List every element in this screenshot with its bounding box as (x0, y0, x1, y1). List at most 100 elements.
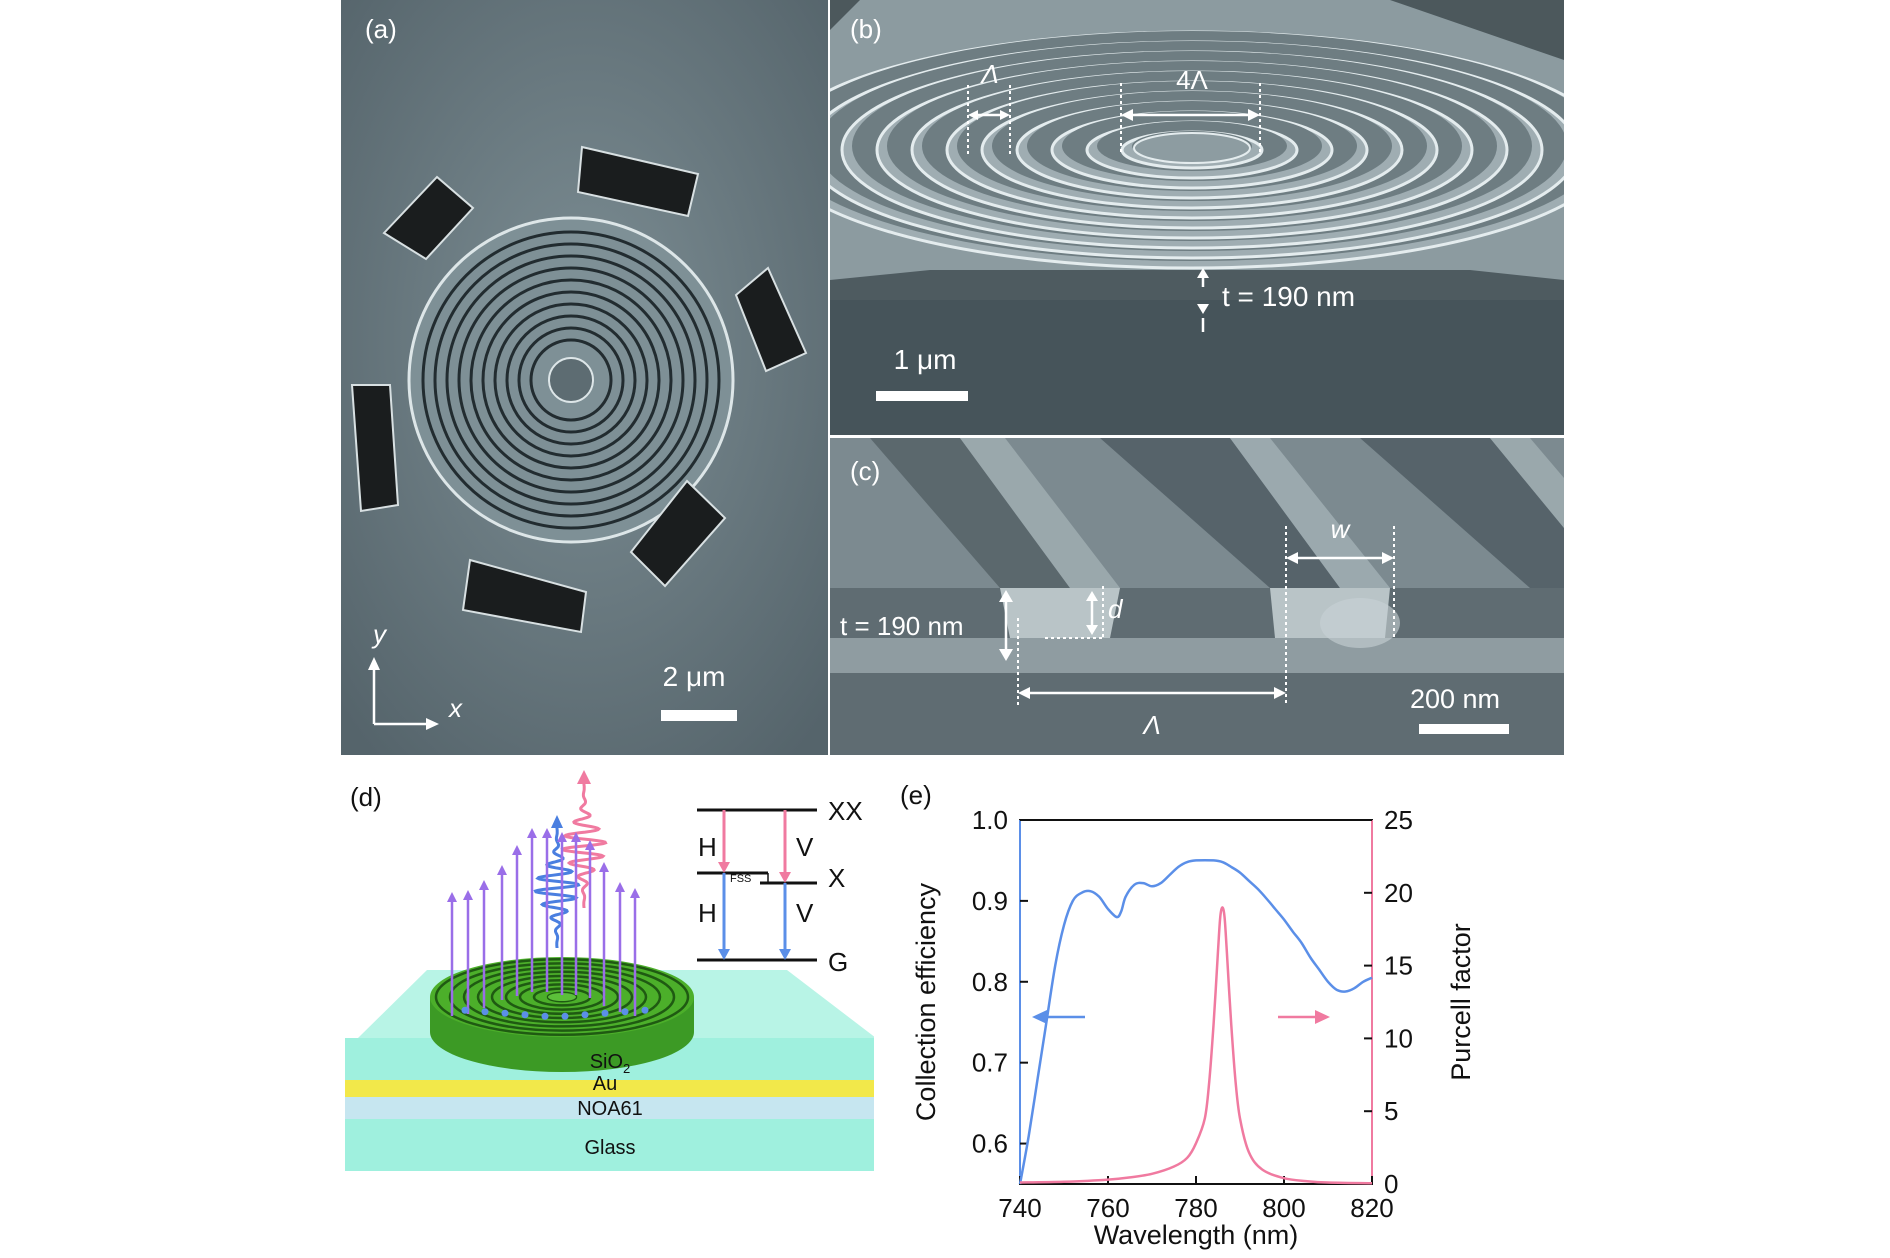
axis-x-label: x (447, 693, 463, 723)
layer-glass: Glass (584, 1137, 635, 1159)
scale-bar-label-b: 1 μm (894, 344, 957, 375)
dimension-arrows-c (999, 552, 1394, 699)
energy-level-diagram (697, 808, 817, 962)
y2-tick-label: 15 (1384, 951, 1413, 981)
dipole-dot (561, 1012, 569, 1020)
ring-groove (517, 326, 625, 434)
dimension-arrows (968, 109, 1260, 332)
pink-arrow-icon (577, 770, 591, 784)
ring-groove (481, 290, 661, 470)
emission-arrows (447, 828, 649, 1020)
fss-label: FSS (730, 873, 751, 885)
y-axis-label: Collection efficiency (911, 882, 941, 1121)
dipole-arrowhead (512, 845, 522, 855)
panel-b-image: (b) Λ 4Λ t = 190 nm 1 μm (830, 0, 1564, 435)
x-tick-label: 820 (1350, 1193, 1393, 1223)
panel-c-label: (c) (850, 456, 880, 486)
trench-stripes (870, 438, 1564, 588)
y-tick-label: 0.7 (972, 1048, 1008, 1078)
bullseye-rings (407, 216, 735, 544)
dipole-dot (501, 1009, 509, 1017)
y2-tick-label: 0 (1384, 1169, 1398, 1199)
dipole-arrowhead (557, 832, 567, 842)
panel-a-image: (a) y x 2 μm (341, 0, 828, 755)
thickness-label: t = 190 nm (1222, 281, 1355, 312)
scale-bar-c (1419, 724, 1509, 734)
dipole-dot (601, 1009, 609, 1017)
x-tick-label: 780 (1174, 1193, 1217, 1223)
dipole-dot (581, 1011, 589, 1019)
dipole-arrowhead (599, 862, 609, 872)
dipole-arrowhead (571, 832, 581, 842)
transition-h2: H (698, 898, 717, 928)
dipole-arrowhead (615, 882, 625, 892)
panel-a-label: (a) (365, 14, 397, 44)
scale-bar-label: 2 μm (663, 661, 726, 692)
period-label: Λ (979, 59, 998, 89)
y-tick-label: 0.6 (972, 1129, 1008, 1159)
transition-h1: H (698, 832, 717, 862)
right-pointer-icon (1315, 1010, 1330, 1024)
panel-e: (e) 740 760 780 800 820 0.6 0.7 0.8 0.9 1.0 0 5 10 15… (890, 770, 1590, 1258)
dipole-arrowhead (585, 840, 595, 850)
dipole-arrowhead (497, 865, 507, 875)
left-pointer-icon (1032, 1010, 1047, 1024)
y2-tick-label: 10 (1384, 1023, 1413, 1053)
collection-efficiency-chart: (e) 740 760 780 800 820 0.6 0.7 0.8 0.9 1.0 0 5 10 15… (900, 780, 1476, 1250)
layer-sio2: SiO2 (590, 1051, 631, 1076)
axis-y-label: y (371, 619, 388, 649)
trench-segments (350, 145, 808, 634)
width-label: w (1331, 514, 1352, 544)
level-x: X (828, 863, 845, 893)
y2-tick-label: 5 (1384, 1096, 1398, 1126)
level-xx: XX (828, 796, 863, 826)
transition-v2: V (796, 898, 814, 928)
period-markers (967, 83, 1261, 155)
panel-c-image: (c) t = 190 nm d w Λ 200 nm (830, 438, 1564, 755)
dimension-guides (1017, 526, 1395, 706)
y-tick-label: 0.8 (972, 967, 1008, 997)
photon-wavepackets (533, 784, 608, 948)
y2-axis-label: Purcell factor (1446, 923, 1476, 1081)
ring-groove (445, 254, 697, 506)
tilted-rings (830, 30, 1564, 270)
x-tick-label: 740 (998, 1193, 1041, 1223)
dipole-dot (641, 1006, 649, 1014)
axes-indicator (368, 657, 439, 730)
dipole-dot (541, 1012, 549, 1020)
panel-d-image: (d) XX X G H V H V FS (340, 770, 880, 1180)
blue-arrow-icon (551, 815, 563, 828)
period-label-c: Λ (1141, 710, 1160, 740)
dipole-arrowhead (542, 828, 552, 838)
scale-bar-label-c: 200 nm (1410, 684, 1500, 714)
panel-e-label: (e) (900, 780, 932, 810)
layer-au: Au (593, 1073, 617, 1095)
y2-tick-label: 20 (1384, 878, 1413, 908)
ring-groove (529, 338, 613, 422)
ring-groove (457, 266, 685, 494)
dipole-arrowhead (527, 828, 537, 838)
x-axis-label: Wavelength (nm) (1094, 1220, 1299, 1250)
ring-groove (421, 230, 721, 530)
dipole-arrowhead (447, 892, 457, 902)
dipole-arrowhead (463, 890, 473, 900)
ring-groove (505, 314, 637, 446)
axis-pointer-arrows (1032, 1010, 1330, 1024)
dipole-arrowhead (479, 880, 489, 890)
y-tick-label: 0.9 (972, 886, 1008, 916)
scale-bar-b (876, 391, 968, 401)
transition-v1: V (796, 832, 814, 862)
level-g: G (828, 947, 848, 977)
layer-noa61: NOA61 (577, 1098, 643, 1120)
panel-d-label: (d) (350, 782, 382, 812)
panel-a: (a) y x 2 μm (341, 0, 828, 755)
panel-b: (b) Λ 4Λ t = 190 nm 1 μm (830, 0, 1564, 435)
panel-d: (d) XX X G H V H V FS (340, 770, 880, 1240)
green-bullseye (430, 957, 694, 1072)
plot-frame (1019, 819, 1373, 1185)
panel-c: (c) t = 190 nm d w Λ 200 nm (830, 438, 1564, 755)
ring-groove (469, 278, 673, 482)
dipole-dot (621, 1008, 629, 1016)
period4-label: 4Λ (1176, 65, 1208, 95)
y2-tick-label: 25 (1384, 805, 1413, 835)
